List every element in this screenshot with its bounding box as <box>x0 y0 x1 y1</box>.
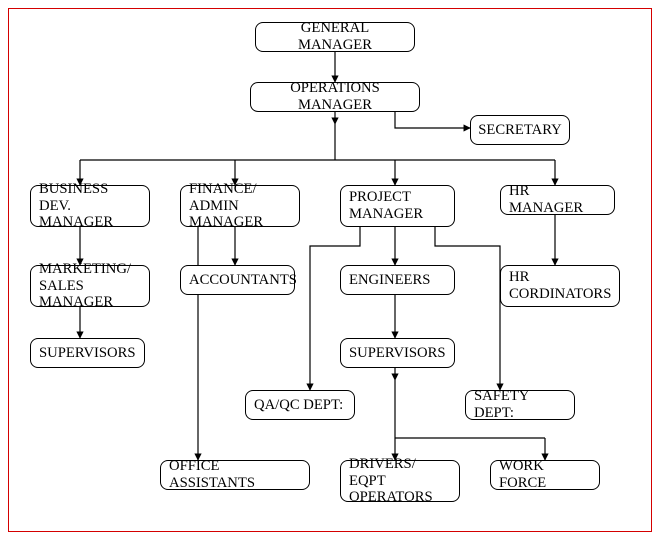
node-wf: WORK FORCE <box>490 460 600 490</box>
node-label: DRIVERS/ EQPT OPERATORS <box>349 456 451 507</box>
node-label: SUPERVISORS <box>39 345 136 362</box>
node-bdm: BUSINESS DEV. MANAGER <box>30 185 150 227</box>
node-safety: SAFETY DEPT: <box>465 390 575 420</box>
node-msm: MARKETING/ SALES MANAGER <box>30 265 150 307</box>
node-label: HR CORDINATORS <box>509 269 611 303</box>
node-fam: FINANCE/ ADMIN MANAGER <box>180 185 300 227</box>
node-sup2: SUPERVISORS <box>340 338 455 368</box>
node-label: SUPERVISORS <box>349 345 446 362</box>
node-label: ENGINEERS <box>349 272 430 289</box>
node-label: ACCOUNTANTS <box>189 272 297 289</box>
node-qaqc: QA/QC DEPT: <box>245 390 355 420</box>
node-label: GENERAL MANAGER <box>264 20 406 54</box>
node-label: WORK FORCE <box>499 458 591 492</box>
node-hrc: HR CORDINATORS <box>500 265 620 307</box>
node-pm: PROJECT MANAGER <box>340 185 455 227</box>
node-sec: SECRETARY <box>470 115 570 145</box>
node-eng: ENGINEERS <box>340 265 455 295</box>
node-label: OPERATIONS MANAGER <box>259 80 411 114</box>
node-label: HR MANAGER <box>509 183 606 217</box>
org-chart: GENERAL MANAGER OPERATIONS MANAGER SECRETA… <box>0 0 660 540</box>
node-acct: ACCOUNTANTS <box>180 265 295 295</box>
node-sup1: SUPERVISORS <box>30 338 145 368</box>
node-label: SAFETY DEPT: <box>474 388 566 422</box>
node-label: BUSINESS DEV. MANAGER <box>39 181 141 232</box>
node-label: OFFICE ASSISTANTS <box>169 458 301 492</box>
node-hrm: HR MANAGER <box>500 185 615 215</box>
node-office: OFFICE ASSISTANTS <box>160 460 310 490</box>
node-gm: GENERAL MANAGER <box>255 22 415 52</box>
node-drivers: DRIVERS/ EQPT OPERATORS <box>340 460 460 502</box>
node-label: SECRETARY <box>478 122 562 139</box>
node-label: FINANCE/ ADMIN MANAGER <box>189 181 291 232</box>
node-label: PROJECT MANAGER <box>349 189 423 223</box>
node-label: QA/QC DEPT: <box>254 397 343 414</box>
node-label: MARKETING/ SALES MANAGER <box>39 261 141 312</box>
node-om: OPERATIONS MANAGER <box>250 82 420 112</box>
